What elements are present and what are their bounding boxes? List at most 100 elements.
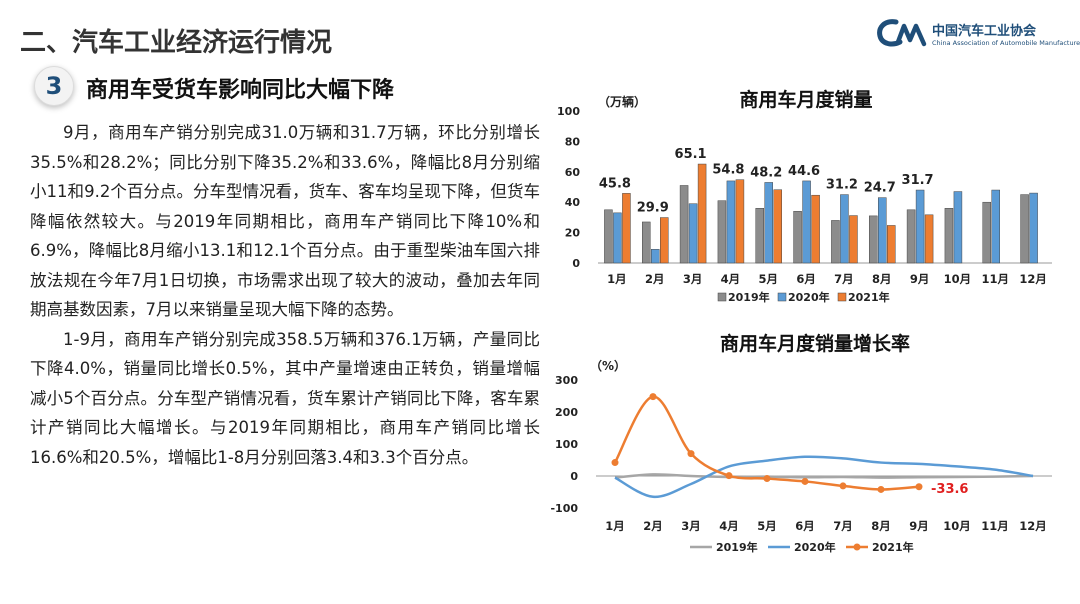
line-x-tick-label: 2月 — [643, 519, 663, 533]
line-x-tick-label: 10月 — [943, 519, 971, 533]
bar-2021年-7月 — [849, 215, 858, 264]
bar-data-label: 44.6 — [788, 164, 820, 179]
bar-x-tick-label: 4月 — [721, 272, 741, 286]
line-x-tick-label: 3月 — [681, 519, 701, 533]
line-series-2020年 — [614, 455, 1034, 499]
bar-2021年-8月 — [887, 225, 896, 264]
line-x-tick-label: 5月 — [757, 519, 777, 533]
line-x-tick-label: 7月 — [833, 519, 853, 533]
line-chart-y-unit: （%） — [590, 358, 626, 373]
line-legend-marker — [853, 543, 861, 551]
bar-2021年-1月 — [622, 193, 631, 264]
bar-data-label: 29.9 — [637, 201, 669, 216]
bar-legend-label: 2020年 — [788, 290, 830, 304]
line-y-tick-label: 300 — [555, 374, 578, 387]
line-point-2021 — [915, 483, 923, 491]
bar-2020年-6月 — [802, 180, 811, 264]
bar-data-label: 24.7 — [864, 181, 896, 196]
logo-chinese-name: 中国汽车工业协会 — [932, 24, 1037, 39]
bar-y-tick-label: 0 — [572, 257, 580, 270]
bar-x-tick-label: 12月 — [1019, 272, 1047, 286]
bar-x-tick-label: 1月 — [607, 272, 627, 286]
bar-data-label: 45.8 — [599, 176, 631, 191]
cnaam-logo-icon — [877, 19, 927, 47]
bar-y-tick-label: 80 — [565, 135, 581, 148]
bar-2021年-2月 — [660, 217, 669, 264]
cnaam-logo: 中国汽车工业协会 China Association of Automobile… — [876, 18, 1080, 52]
bar-x-tick-label: 5月 — [758, 272, 778, 286]
bar-2020年-8月 — [878, 197, 887, 264]
line-x-tick-label: 12月 — [1019, 519, 1047, 533]
bar-2019年-6月 — [793, 211, 802, 264]
bar-data-label: 31.7 — [902, 173, 934, 188]
bar-y-tick-label: 40 — [565, 196, 581, 209]
body-text: 9月，商用车产销分别完成31.0万辆和31.7万辆，环比分别增长35.5%和28… — [30, 118, 540, 472]
line-point-2021 — [839, 482, 847, 490]
bar-data-label: 54.8 — [712, 163, 744, 178]
bar-2019年-10月 — [944, 208, 954, 264]
bar-x-tick-label: 3月 — [683, 272, 703, 286]
bar-2020年-3月 — [688, 203, 698, 264]
line-series-2019年 — [614, 473, 1034, 479]
line-y-tick-label: -100 — [550, 502, 578, 515]
line-x-tick-label: 8月 — [871, 519, 891, 533]
bar-2019年-7月 — [831, 220, 840, 264]
bar-y-tick-label: 60 — [565, 166, 581, 179]
bar-2020年-4月 — [726, 180, 736, 264]
paragraph-cumulative: 1-9月，商用车产销分别完成358.5万辆和376.1万辆，产量同比下降4.0%… — [30, 329, 540, 467]
bar-x-tick-label: 9月 — [910, 272, 930, 286]
line-point-2021 — [801, 477, 809, 485]
bar-2020年-11月 — [991, 189, 1000, 264]
line-x-tick-label: 4月 — [719, 519, 739, 533]
bar-y-tick-label: 20 — [565, 227, 581, 240]
line-point-2021 — [763, 475, 771, 483]
page-title: 二、汽车工业经济运行情况 — [20, 28, 333, 58]
bar-2019年-4月 — [717, 200, 727, 264]
line-x-tick-label: 11月 — [981, 519, 1009, 533]
line-point-2021 — [725, 472, 733, 480]
bar-2020年-1月 — [613, 212, 622, 264]
line-y-tick-label: 0 — [570, 470, 578, 483]
bar-2019年-8月 — [869, 215, 878, 264]
line-point-2021 — [611, 459, 619, 467]
bar-2020年-7月 — [840, 194, 849, 264]
line-y-tick-label: 200 — [555, 406, 578, 419]
bar-2020年-9月 — [915, 189, 925, 264]
line-legend-label: 2020年 — [794, 540, 836, 554]
bar-data-label: 48.2 — [750, 165, 782, 180]
bar-legend-label: 2021年 — [848, 290, 890, 304]
bar-2019年-11月 — [982, 201, 991, 264]
line-x-tick-label: 1月 — [605, 519, 625, 533]
line-x-tick-label: 9月 — [909, 519, 929, 533]
bar-x-tick-label: 6月 — [796, 272, 816, 286]
bar-2020年-12月 — [1029, 192, 1038, 264]
bar-legend-label: 2019年 — [728, 290, 770, 304]
line-legend-label: 2021年 — [872, 540, 914, 554]
line-point-2021 — [687, 450, 695, 458]
bar-2020年-2月 — [651, 249, 660, 264]
bar-2021年-4月 — [735, 179, 745, 264]
line-y-tick-label: 100 — [555, 438, 578, 451]
bar-x-tick-label: 2月 — [645, 272, 665, 286]
bar-x-tick-label: 11月 — [981, 272, 1009, 286]
line-chart-title: 商用车月度销量增长率 — [720, 332, 910, 355]
bar-2019年-5月 — [755, 208, 764, 264]
line-legend-label: 2019年 — [716, 540, 758, 554]
bar-2019年-12月 — [1020, 194, 1029, 264]
bar-y-tick-label: 100 — [557, 105, 580, 118]
section-title: 商用车受货车影响同比大幅下降 — [86, 78, 395, 103]
bar-2021年-6月 — [811, 194, 820, 264]
bar-x-tick-label: 10月 — [944, 272, 972, 286]
line-point-2021 — [877, 485, 885, 493]
bar-2021年-3月 — [697, 163, 707, 264]
section-number-badge: 3 — [34, 66, 74, 106]
line-annotation-september: -33.6 — [931, 482, 968, 497]
line-x-tick-label: 6月 — [795, 519, 815, 533]
bar-x-tick-label: 7月 — [834, 272, 854, 286]
bar-legend-swatch-2021年 — [837, 292, 847, 302]
bar-legend-swatch-2019年 — [717, 292, 727, 302]
bar-2019年-3月 — [679, 185, 689, 264]
bar-2019年-1月 — [604, 209, 613, 264]
bar-2021年-9月 — [924, 214, 934, 264]
